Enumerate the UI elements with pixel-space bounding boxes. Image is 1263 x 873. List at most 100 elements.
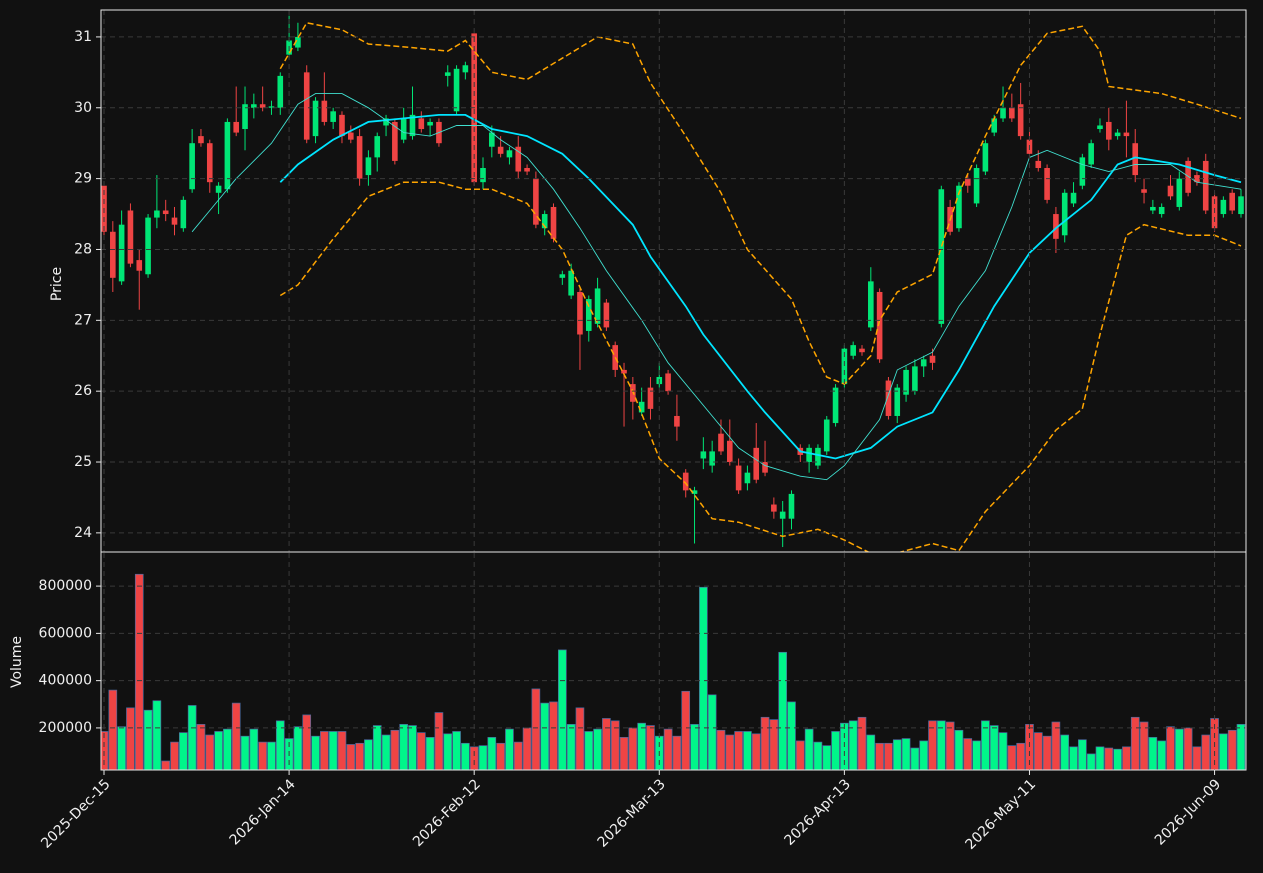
volume-bar xyxy=(143,709,153,770)
candle-body xyxy=(1070,192,1077,204)
candle-body xyxy=(621,369,627,374)
candle-body xyxy=(409,114,416,137)
volume-bar xyxy=(496,742,505,770)
candle-body xyxy=(242,104,248,130)
candle-body xyxy=(585,299,592,331)
candle-body xyxy=(744,472,751,484)
volume-bar xyxy=(302,714,312,770)
volume-bar xyxy=(778,651,787,770)
volume-bar xyxy=(1007,745,1017,770)
candle-body xyxy=(1088,143,1094,165)
volume-bar xyxy=(505,728,514,770)
candle-body xyxy=(1053,214,1059,239)
candle-body xyxy=(1114,132,1121,137)
candle-body xyxy=(127,210,134,264)
candle-body xyxy=(823,419,830,452)
volume-bar xyxy=(602,718,611,770)
volume-bar xyxy=(584,731,594,770)
volume-bar xyxy=(452,731,461,770)
candle-body xyxy=(577,291,583,335)
candle-body xyxy=(638,401,645,413)
volume-bar xyxy=(945,721,955,770)
candle-body xyxy=(215,185,222,193)
volume-bar xyxy=(1095,746,1105,770)
candle-body xyxy=(841,348,848,385)
candle-body xyxy=(392,121,398,161)
candle-body xyxy=(868,281,874,328)
candle-body xyxy=(1123,132,1130,137)
candle-body xyxy=(453,68,460,112)
candle-body xyxy=(533,178,539,225)
volume-bar xyxy=(205,734,215,770)
candle-body xyxy=(912,366,918,392)
volume-bar xyxy=(346,744,356,770)
y-tick-label: 31 xyxy=(74,29,92,45)
candle-body xyxy=(550,206,557,239)
candle-body xyxy=(832,387,839,424)
candle-body xyxy=(603,302,610,328)
volume-bar xyxy=(901,738,911,770)
volume-bar xyxy=(434,712,444,770)
volume-bar xyxy=(240,735,250,770)
candle-body xyxy=(233,121,240,133)
volume-bar xyxy=(311,735,320,770)
candle-body xyxy=(920,359,927,367)
candle-body xyxy=(718,433,724,452)
volume-bar xyxy=(910,747,920,770)
candle-body xyxy=(295,36,301,48)
candle-body xyxy=(850,345,856,356)
volume-bar xyxy=(857,716,867,770)
volume-bar xyxy=(831,731,840,770)
volume-bar xyxy=(734,731,743,770)
volume-bar xyxy=(320,731,329,770)
candle-body xyxy=(497,146,504,154)
candle-body xyxy=(198,136,204,144)
candle-body xyxy=(206,143,213,183)
candle-body xyxy=(489,132,495,147)
candle-body xyxy=(110,231,116,278)
candle-body xyxy=(118,224,125,282)
overlay-line xyxy=(279,21,1242,385)
candle-body xyxy=(339,114,345,137)
volume-bar xyxy=(989,725,999,770)
candle-body xyxy=(1167,185,1174,197)
candle-body xyxy=(462,65,469,73)
candle-body xyxy=(876,291,883,360)
candle-body xyxy=(709,451,715,466)
candle-body xyxy=(374,136,381,158)
candle-body xyxy=(806,447,812,463)
candle-body xyxy=(568,270,574,296)
candle-body xyxy=(136,260,143,271)
volume-bar xyxy=(390,729,400,770)
volume-bar xyxy=(566,724,576,770)
volume-bar xyxy=(416,732,426,770)
candle-body xyxy=(735,465,742,491)
candle-body xyxy=(524,167,530,172)
volume-bar xyxy=(408,725,417,770)
candle-body xyxy=(400,118,407,140)
overlay-line xyxy=(279,181,1242,552)
volume-bar xyxy=(1060,734,1070,770)
volume-bar xyxy=(337,731,347,770)
candle-body xyxy=(594,288,601,324)
volume-bar xyxy=(743,731,752,770)
volume-bar xyxy=(161,760,171,770)
volume-bar xyxy=(126,707,135,770)
candle-body xyxy=(1176,178,1183,207)
candle-body xyxy=(1000,107,1006,119)
candle-body xyxy=(700,451,707,459)
candle-body xyxy=(145,217,151,275)
candle-body xyxy=(788,493,795,519)
overlay-line xyxy=(191,93,1242,481)
volume-bar xyxy=(875,742,884,770)
volume-bar xyxy=(663,728,673,770)
volume-bar xyxy=(1227,729,1237,770)
candle-body xyxy=(1141,189,1147,193)
candle-body xyxy=(682,472,689,491)
volume-bar xyxy=(1104,747,1114,770)
volume-bar xyxy=(425,737,435,770)
candle-body xyxy=(1158,206,1165,215)
candle-body xyxy=(418,118,425,130)
candle-body xyxy=(277,75,284,108)
volume-bar xyxy=(637,722,646,770)
